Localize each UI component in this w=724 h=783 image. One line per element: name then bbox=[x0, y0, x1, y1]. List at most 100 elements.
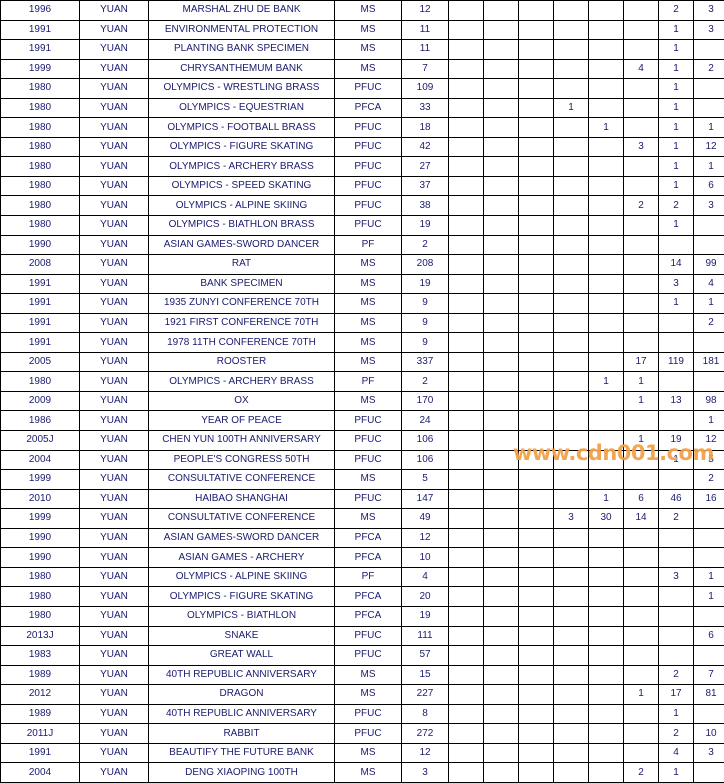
cell-grade-count bbox=[589, 587, 624, 607]
cell-description: ASIAN GAMES-SWORD DANCER bbox=[149, 528, 335, 548]
cell-denomination: YUAN bbox=[80, 59, 149, 79]
cell-grade-count bbox=[449, 724, 484, 744]
cell-grade-count bbox=[589, 98, 624, 118]
cell-year: 1980 bbox=[1, 137, 80, 157]
cell-grade-count bbox=[554, 470, 589, 490]
cell-grade-count bbox=[519, 333, 554, 353]
cell-grade-count bbox=[484, 216, 519, 236]
cell-denomination: YUAN bbox=[80, 176, 149, 196]
cell-denomination: YUAN bbox=[80, 352, 149, 372]
cell-grade-count bbox=[449, 235, 484, 255]
cell-grade-count bbox=[589, 724, 624, 744]
cell-total: 19 bbox=[402, 606, 449, 626]
cell-grade-code: MS bbox=[335, 255, 402, 275]
cell-grade-count bbox=[484, 118, 519, 138]
cell-grade-count: 12 bbox=[694, 137, 724, 157]
cell-description: RAT bbox=[149, 255, 335, 275]
cell-grade-count bbox=[624, 255, 659, 275]
cell-grade-count: 13 bbox=[659, 391, 694, 411]
cell-grade-count bbox=[449, 509, 484, 529]
cell-year: 2009 bbox=[1, 391, 80, 411]
cell-grade-count bbox=[449, 685, 484, 705]
table-row: 2013JYUANSNAKEPFUC111651513 bbox=[1, 626, 724, 646]
cell-total: 12 bbox=[402, 528, 449, 548]
cell-total: 33 bbox=[402, 98, 449, 118]
cell-year: 2005 bbox=[1, 352, 80, 372]
cell-description: ASIAN GAMES-SWORD DANCER bbox=[149, 235, 335, 255]
cell-denomination: YUAN bbox=[80, 606, 149, 626]
cell-denomination: YUAN bbox=[80, 274, 149, 294]
cell-total: 9 bbox=[402, 333, 449, 353]
cell-grade-count: 2 bbox=[624, 763, 659, 783]
cell-grade-count bbox=[484, 489, 519, 509]
cell-grade-count bbox=[484, 704, 519, 724]
cell-grade-count bbox=[519, 567, 554, 587]
cell-grade-count: 1 bbox=[694, 157, 724, 177]
cell-total: 19 bbox=[402, 216, 449, 236]
cell-grade-count bbox=[694, 235, 724, 255]
cell-total: 106 bbox=[402, 431, 449, 451]
cell-grade-count bbox=[659, 333, 694, 353]
cell-grade-count bbox=[589, 665, 624, 685]
cell-grade-count bbox=[589, 450, 624, 470]
cell-grade-count: 3 bbox=[694, 20, 724, 40]
cell-year: 2005J bbox=[1, 431, 80, 451]
cell-description: RABBIT bbox=[149, 724, 335, 744]
cell-grade-count: 1 bbox=[554, 98, 589, 118]
cell-grade-count bbox=[519, 196, 554, 216]
cell-year: 1980 bbox=[1, 118, 80, 138]
cell-grade-count bbox=[694, 704, 724, 724]
cell-grade-count: 2 bbox=[659, 724, 694, 744]
cell-denomination: YUAN bbox=[80, 40, 149, 60]
cell-grade-count bbox=[589, 137, 624, 157]
cell-grade-count bbox=[484, 724, 519, 744]
cell-description: GREAT WALL bbox=[149, 646, 335, 666]
cell-grade-count: 2 bbox=[659, 1, 694, 21]
cell-grade-count bbox=[554, 548, 589, 568]
cell-grade-count: 1 bbox=[589, 118, 624, 138]
cell-total: 27 bbox=[402, 157, 449, 177]
cell-denomination: YUAN bbox=[80, 665, 149, 685]
cell-grade-count bbox=[694, 548, 724, 568]
cell-grade-count bbox=[484, 685, 519, 705]
cell-grade-count bbox=[519, 489, 554, 509]
cell-grade-count: 1 bbox=[624, 391, 659, 411]
cell-grade-count bbox=[589, 685, 624, 705]
cell-denomination: YUAN bbox=[80, 98, 149, 118]
cell-grade-count bbox=[449, 294, 484, 314]
cell-grade-count: 6 bbox=[694, 626, 724, 646]
cell-denomination: YUAN bbox=[80, 333, 149, 353]
cell-description: ASIAN GAMES - ARCHERY bbox=[149, 548, 335, 568]
cell-grade-count bbox=[449, 704, 484, 724]
cell-total: 147 bbox=[402, 489, 449, 509]
cell-description: CHRYSANTHEMUM BANK bbox=[149, 59, 335, 79]
cell-grade-count bbox=[449, 216, 484, 236]
cell-grade-count: 1 bbox=[659, 176, 694, 196]
cell-description: 1978 11TH CONFERENCE 70TH bbox=[149, 333, 335, 353]
cell-description: OLYMPICS - FOOTBALL BRASS bbox=[149, 118, 335, 138]
cell-description: OLYMPICS - ALPINE SKIING bbox=[149, 196, 335, 216]
cell-total: 37 bbox=[402, 176, 449, 196]
cell-year: 2011J bbox=[1, 724, 80, 744]
cell-grade-code: MS bbox=[335, 665, 402, 685]
cell-grade-count bbox=[624, 646, 659, 666]
cell-grade-count bbox=[519, 59, 554, 79]
cell-grade-count bbox=[484, 528, 519, 548]
cell-grade-count bbox=[659, 606, 694, 626]
cell-grade-count bbox=[554, 606, 589, 626]
cell-grade-count bbox=[589, 606, 624, 626]
cell-grade-count bbox=[554, 567, 589, 587]
cell-grade-count bbox=[624, 294, 659, 314]
cell-grade-count bbox=[589, 1, 624, 21]
cell-description: 1921 FIRST CONFERENCE 70TH bbox=[149, 313, 335, 333]
cell-grade-count bbox=[624, 313, 659, 333]
cell-grade-count bbox=[694, 528, 724, 548]
cell-total: 10 bbox=[402, 548, 449, 568]
cell-description: OLYMPICS - SPEED SKATING bbox=[149, 176, 335, 196]
cell-grade-count bbox=[484, 40, 519, 60]
